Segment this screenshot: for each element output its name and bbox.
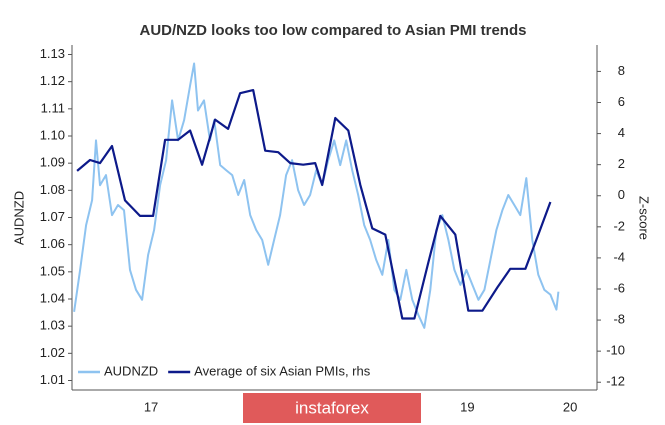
y2-axis-label: Z-score xyxy=(637,196,652,240)
y-axis-label: AUDNZD xyxy=(11,191,26,245)
watermark-box xyxy=(243,393,421,423)
y-tick-label: 1.12 xyxy=(40,73,65,88)
series-line xyxy=(76,89,552,320)
y2-tick-label: -6 xyxy=(613,280,625,295)
y2-tick-label: -12 xyxy=(606,374,625,389)
legend-label: Average of six Asian PMIs, rhs xyxy=(194,363,371,378)
y-tick-label: 1.05 xyxy=(40,263,65,278)
y2-tick-label: 6 xyxy=(618,94,625,109)
y-tick-label: 1.07 xyxy=(40,209,65,224)
y2-tick-label: -4 xyxy=(613,249,625,264)
y2-tick-label: 0 xyxy=(618,187,625,202)
chart-title: AUD/NZD looks too low compared to Asian … xyxy=(140,22,527,39)
watermark: instaforex xyxy=(295,398,369,417)
y-tick-label: 1.08 xyxy=(40,182,65,197)
x-tick-label: 19 xyxy=(460,399,474,414)
y2-tick-label: -10 xyxy=(606,343,625,358)
y-tick-label: 1.09 xyxy=(40,155,65,170)
y-tick-label: 1.06 xyxy=(40,236,65,251)
y-tick-label: 1.01 xyxy=(40,372,65,387)
legend-label: AUDNZD xyxy=(104,363,158,378)
y-tick-label: 1.13 xyxy=(40,46,65,61)
y2-tick-label: 4 xyxy=(618,125,625,140)
y2-tick-label: 2 xyxy=(618,156,625,171)
y2-tick-label: -2 xyxy=(613,218,625,233)
y-tick-label: 1.04 xyxy=(40,290,65,305)
series-line xyxy=(73,62,560,329)
y2-tick-label: 8 xyxy=(618,63,625,78)
y2-tick-label: -8 xyxy=(613,312,625,327)
x-tick-label: 17 xyxy=(144,399,158,414)
y-tick-label: 1.10 xyxy=(40,127,65,142)
x-tick-label: 20 xyxy=(563,399,577,414)
y-tick-label: 1.03 xyxy=(40,318,65,333)
y-tick-label: 1.11 xyxy=(41,100,65,115)
y-tick-label: 1.02 xyxy=(40,345,65,360)
